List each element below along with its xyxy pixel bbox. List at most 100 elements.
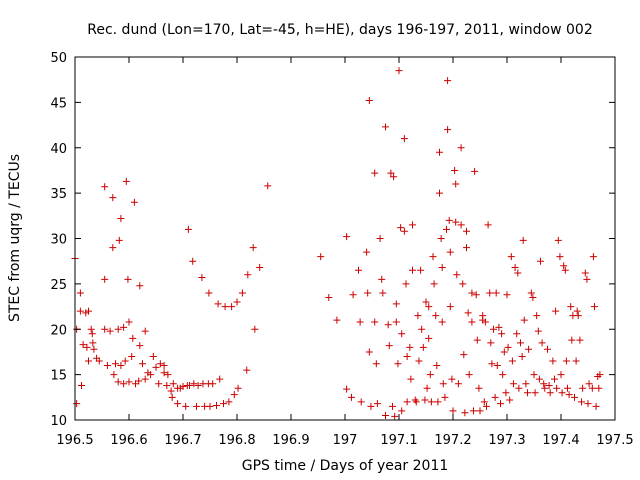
data-point [400, 227, 408, 235]
data-point [534, 327, 542, 335]
data-point [225, 398, 233, 406]
data-point [461, 409, 469, 417]
data-point [563, 384, 571, 392]
data-point [125, 378, 133, 386]
data-point [101, 325, 109, 333]
data-point [89, 339, 97, 347]
data-point [468, 289, 476, 297]
data-point [565, 391, 573, 399]
data-point [592, 402, 600, 410]
data-point [596, 371, 604, 379]
data-point [400, 135, 408, 143]
data-point [463, 244, 470, 252]
data-point [206, 402, 214, 410]
data-point [349, 291, 357, 299]
data-point [141, 375, 149, 383]
data-point [513, 330, 521, 338]
x-tick-label: 197.1 [380, 433, 417, 448]
data-point [535, 375, 543, 383]
data-point [495, 323, 503, 331]
data-point [109, 244, 117, 252]
data-point [453, 271, 461, 279]
data-point [524, 389, 532, 397]
data-point [251, 325, 259, 333]
data-point [493, 362, 501, 370]
data-point [567, 303, 575, 311]
data-point [487, 339, 495, 347]
data-point [438, 318, 446, 326]
data-point [459, 280, 467, 288]
data-point [518, 352, 526, 360]
data-point [407, 375, 415, 383]
data-point [130, 198, 138, 206]
data-point [584, 400, 592, 408]
data-point [120, 323, 128, 331]
data-point [365, 348, 373, 356]
x-axis-label: GPS time / Days of year 2011 [242, 458, 449, 474]
data-point [124, 275, 132, 283]
data-point [209, 380, 217, 388]
y-tick-label: 20 [50, 323, 67, 338]
data-point [76, 307, 84, 315]
data-point [77, 382, 85, 390]
data-point [549, 357, 557, 365]
data-point [497, 400, 505, 408]
data-point [472, 291, 480, 299]
data-point [572, 357, 580, 365]
data-point [163, 382, 171, 390]
data-point [536, 257, 544, 265]
data-point [445, 216, 453, 224]
data-point [519, 236, 527, 244]
data-point [363, 248, 371, 256]
data-point [525, 345, 533, 353]
data-point [101, 275, 109, 283]
data-point [101, 183, 109, 191]
data-point [443, 225, 451, 233]
data-point [343, 385, 351, 393]
data-point [372, 360, 380, 368]
data-point [427, 398, 435, 406]
data-point [189, 257, 197, 265]
y-axis-ticks: 10 15 20 25 30 35 40 45 50 [50, 51, 615, 429]
data-point [88, 330, 96, 338]
data-point [463, 227, 470, 235]
data-point [588, 384, 596, 392]
data-point [486, 289, 494, 297]
data-point [95, 357, 103, 365]
data-point [333, 316, 341, 324]
data-point [356, 318, 364, 326]
data-point [184, 225, 192, 233]
data-point [533, 312, 541, 320]
data-point [439, 380, 447, 388]
data-point [433, 362, 441, 370]
data-point [446, 303, 454, 311]
x-tick-label: 197.4 [542, 433, 579, 448]
data-point [438, 264, 446, 272]
data-point [106, 327, 114, 335]
data-point [504, 343, 512, 351]
data-point [471, 167, 479, 175]
data-point [135, 377, 143, 385]
data-point [544, 345, 551, 353]
data-point [121, 357, 129, 365]
data-point [556, 253, 564, 261]
data-point [480, 398, 488, 406]
data-point [541, 384, 549, 392]
data-point [484, 221, 492, 229]
data-point [446, 248, 454, 256]
data-point [423, 384, 431, 392]
data-point [392, 300, 400, 308]
data-point [160, 369, 168, 377]
data-point [244, 271, 252, 279]
data-point [152, 363, 160, 371]
x-tick-label: 197.3 [488, 433, 525, 448]
data-point [371, 318, 379, 326]
data-point [571, 393, 578, 401]
data-point [583, 275, 591, 283]
data-point [220, 400, 227, 408]
data-point [155, 380, 163, 388]
data-point [434, 398, 442, 406]
x-tick-label: 197 [333, 433, 358, 448]
data-point [509, 380, 517, 388]
